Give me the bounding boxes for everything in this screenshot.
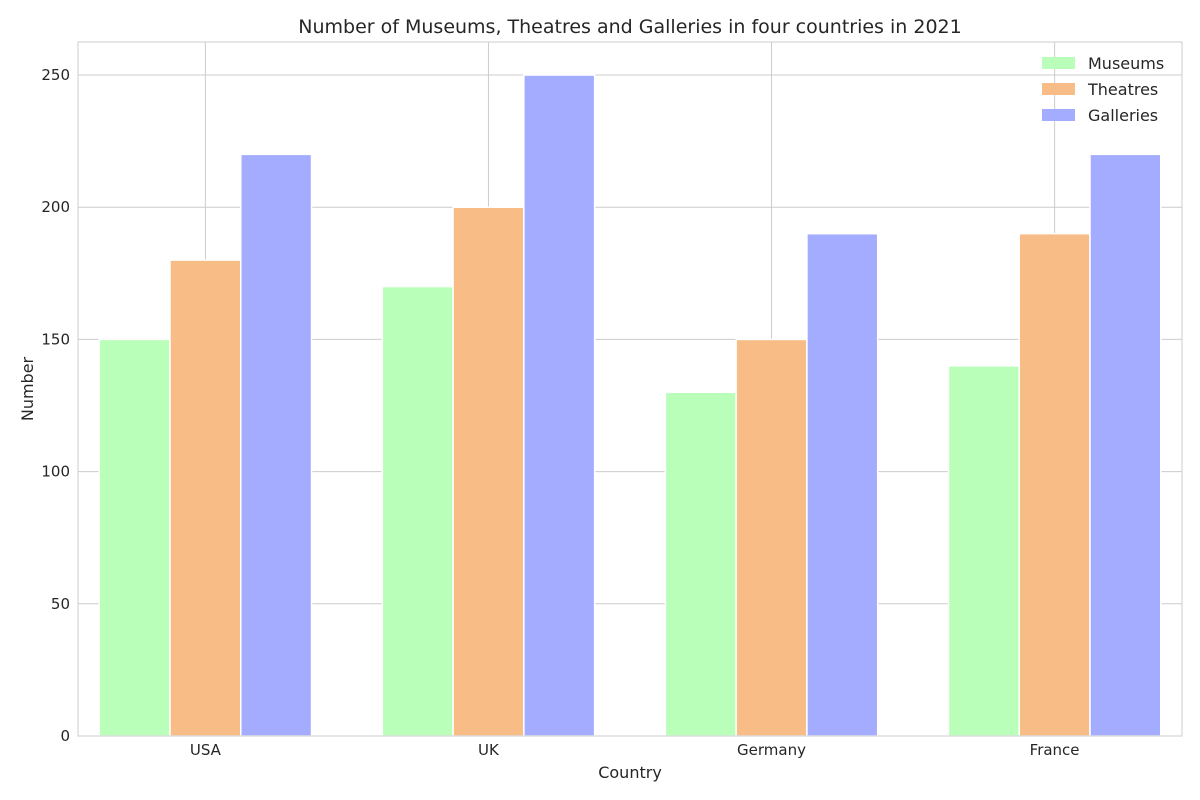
bar-theatres-uk: [452, 206, 525, 737]
legend-item-theatres: Theatres: [1042, 80, 1158, 99]
bar-museums-uk: [381, 285, 454, 737]
y-tick-label: 50: [51, 595, 70, 613]
bar-galleries-france: [1089, 153, 1162, 737]
x-tick-label: Germany: [737, 741, 806, 759]
x-tick-label: USA: [190, 741, 222, 759]
x-tick-label: France: [1030, 741, 1080, 759]
bar-galleries-usa: [240, 153, 313, 737]
y-tick-label: 150: [41, 330, 70, 348]
x-axis-label: Country: [598, 763, 662, 782]
y-tick-label: 0: [60, 727, 70, 745]
y-tick-label: 100: [41, 463, 70, 481]
legend-swatch: [1042, 83, 1075, 95]
x-tick-labels: USA UK Germany France: [190, 741, 1080, 759]
legend-label: Museums: [1088, 54, 1164, 73]
bar-galleries-uk: [523, 74, 596, 737]
bar-theatres-france: [1018, 232, 1091, 737]
legend-item-museums: Museums: [1042, 54, 1164, 73]
bar-museums-usa: [98, 338, 171, 737]
bar-galleries-germany: [806, 232, 879, 737]
y-tick-label: 200: [41, 198, 70, 216]
legend-swatch: [1042, 109, 1075, 121]
y-axis-label: Number: [18, 356, 37, 421]
chart-title: Number of Museums, Theatres and Gallerie…: [298, 16, 961, 38]
bar-theatres-usa: [169, 259, 242, 737]
legend-label: Galleries: [1088, 106, 1158, 125]
y-tick-label: 250: [41, 66, 70, 84]
legend-label: Theatres: [1087, 80, 1158, 99]
legend-item-galleries: Galleries: [1042, 106, 1158, 125]
legend-swatch: [1042, 57, 1075, 69]
bar-theatres-germany: [735, 338, 808, 737]
x-tick-label: UK: [478, 741, 500, 759]
bars: [98, 74, 1162, 737]
y-tick-labels: 0 50 100 150 200 250: [41, 66, 70, 745]
plot-frame: [77, 41, 1183, 737]
bar-museums-france: [947, 365, 1020, 737]
bar-museums-germany: [664, 391, 737, 737]
legend: Museums Theatres Galleries: [1042, 54, 1164, 125]
